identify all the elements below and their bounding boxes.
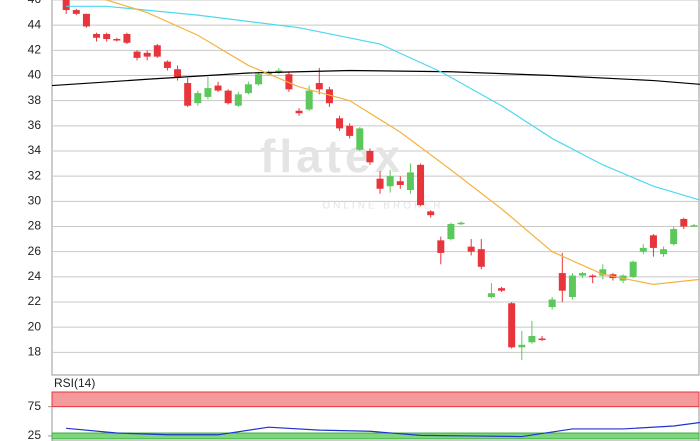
candle-body bbox=[386, 176, 394, 187]
candle-body bbox=[660, 249, 668, 255]
candle-body bbox=[406, 172, 414, 191]
candle-body bbox=[305, 90, 313, 110]
candle-body bbox=[548, 299, 556, 308]
candle-body bbox=[103, 33, 111, 40]
candle-body bbox=[163, 61, 171, 68]
candle-body bbox=[538, 338, 546, 341]
candle-body bbox=[457, 222, 465, 225]
candle-body bbox=[639, 247, 647, 252]
line-group bbox=[66, 5, 700, 201]
candle-body bbox=[143, 52, 151, 57]
candle-body bbox=[72, 10, 80, 14]
candle-body bbox=[568, 275, 576, 297]
moving-average bbox=[52, 69, 700, 87]
candle-body bbox=[255, 74, 263, 85]
candle-body bbox=[174, 69, 182, 79]
y-tick-label: 75 bbox=[28, 399, 42, 413]
y-tick-label: 28 bbox=[28, 219, 42, 233]
candle-body bbox=[62, 0, 70, 11]
candle-body bbox=[244, 84, 252, 94]
candle-body bbox=[204, 88, 212, 97]
rsi-band bbox=[51, 391, 700, 408]
candle-body bbox=[194, 93, 202, 104]
y-tick-label: 20 bbox=[28, 319, 42, 333]
candle-body bbox=[508, 303, 516, 348]
candle-body bbox=[224, 90, 232, 104]
y-tick-label: 40 bbox=[28, 68, 42, 82]
candle-body bbox=[487, 293, 495, 297]
rsi-title: RSI(14) bbox=[54, 376, 95, 390]
candle-body bbox=[346, 125, 354, 136]
y-tick-label: 24 bbox=[28, 269, 42, 283]
candle-body bbox=[649, 235, 657, 248]
y-tick-label: 25 bbox=[28, 428, 42, 441]
candles bbox=[62, 0, 698, 360]
candle-body bbox=[325, 89, 333, 104]
candle-body bbox=[376, 178, 384, 189]
candle-body bbox=[356, 128, 364, 150]
y-tick-label: 18 bbox=[28, 345, 42, 359]
y-tick-label: 32 bbox=[28, 168, 42, 182]
candle-body bbox=[336, 118, 344, 129]
candle-body bbox=[528, 335, 536, 343]
candle-body bbox=[184, 83, 192, 106]
y-tick-label: 46 bbox=[28, 0, 42, 6]
candle-body bbox=[498, 288, 506, 291]
candle-body bbox=[396, 181, 404, 185]
y-tick-label: 38 bbox=[28, 93, 42, 107]
candle-body bbox=[579, 273, 587, 276]
candle-body bbox=[295, 110, 303, 114]
candle-body bbox=[518, 344, 526, 348]
candle-body bbox=[234, 94, 242, 106]
candle-body bbox=[113, 39, 121, 41]
candle-body bbox=[366, 151, 374, 163]
candle-body bbox=[558, 273, 566, 291]
y-tick-label: 26 bbox=[28, 244, 42, 258]
candle-body bbox=[447, 223, 455, 240]
candle-body bbox=[285, 74, 293, 90]
candle-body bbox=[599, 269, 607, 276]
y-tick-label: 22 bbox=[28, 294, 42, 308]
candle-body bbox=[629, 261, 637, 277]
y-tick-label: 30 bbox=[28, 194, 42, 208]
candle-body bbox=[589, 275, 597, 278]
moving-average bbox=[104, 0, 700, 286]
rsi-line bbox=[66, 421, 700, 438]
y-tick-label: 34 bbox=[28, 143, 42, 157]
y-tick-label: 36 bbox=[28, 118, 42, 132]
candle-body bbox=[315, 83, 323, 90]
y-tick-label: 42 bbox=[28, 43, 42, 57]
candle-body bbox=[467, 246, 475, 252]
candle-body bbox=[417, 164, 425, 206]
candle-body bbox=[82, 13, 90, 27]
candle-body bbox=[427, 211, 435, 216]
line-group bbox=[66, 421, 700, 438]
candle-body bbox=[477, 249, 485, 267]
candle-body bbox=[93, 33, 101, 38]
candle-body bbox=[214, 85, 222, 91]
candle-body bbox=[153, 45, 161, 57]
plot-area bbox=[51, 0, 700, 376]
line-group bbox=[104, 0, 700, 286]
candle-body bbox=[123, 33, 131, 43]
candle-body bbox=[670, 229, 678, 245]
candle-body bbox=[133, 51, 141, 58]
candle-body bbox=[690, 225, 698, 227]
candle-body bbox=[680, 218, 688, 227]
candle-body bbox=[437, 240, 445, 253]
watermark: flatex bbox=[260, 130, 404, 182]
watermark-sub: ONLINE BROKER bbox=[322, 201, 443, 212]
moving-average bbox=[66, 5, 700, 201]
y-tick-label: 44 bbox=[28, 17, 42, 31]
line-group bbox=[52, 69, 700, 87]
